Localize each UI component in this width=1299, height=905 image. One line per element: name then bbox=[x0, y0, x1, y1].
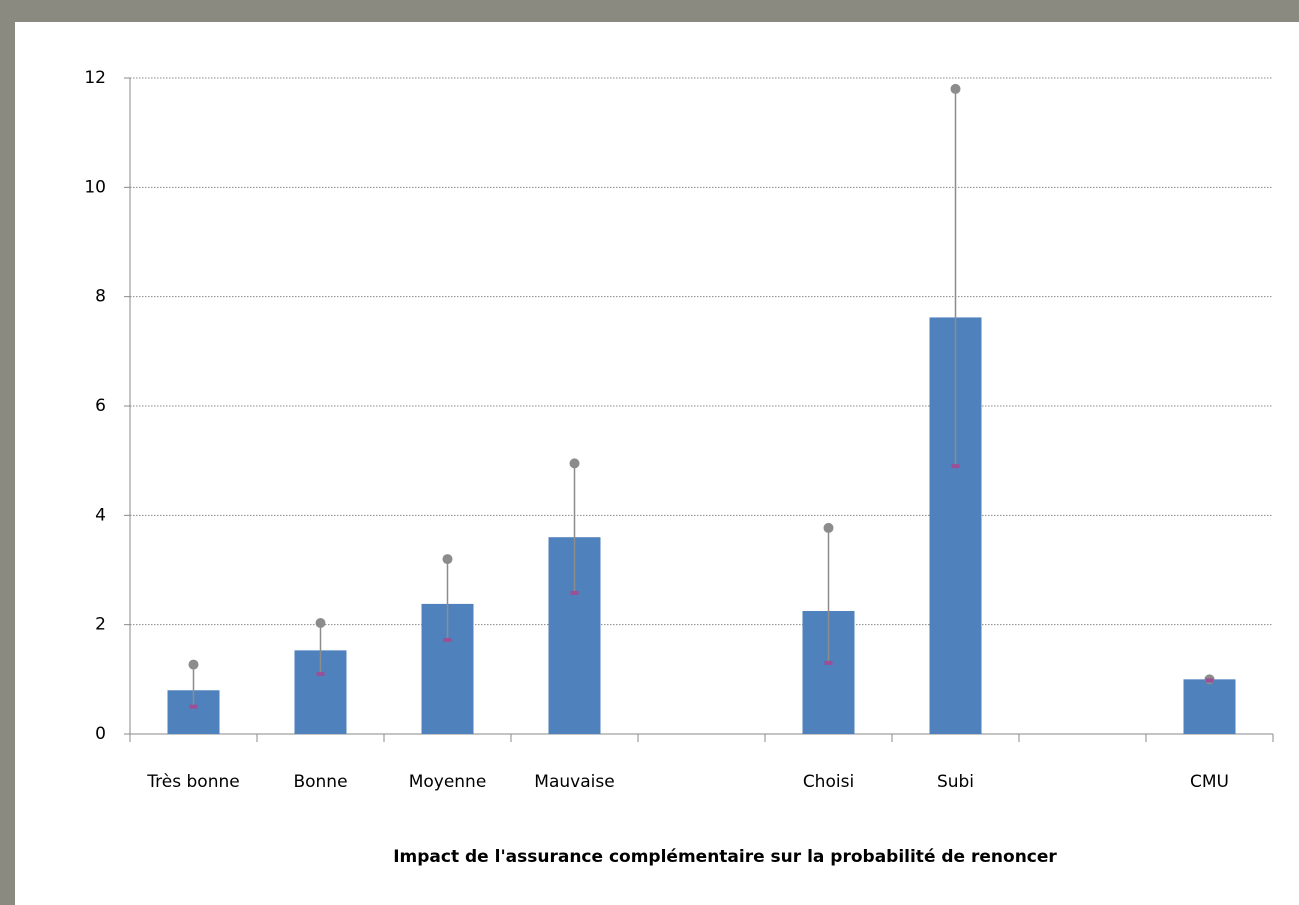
x-tick-label: Bonne bbox=[293, 772, 347, 792]
error-low bbox=[951, 464, 960, 469]
y-tick-label: 6 bbox=[95, 396, 106, 416]
error-high bbox=[569, 458, 580, 469]
error-low bbox=[1205, 678, 1214, 683]
x-tick-label: Choisi bbox=[803, 772, 854, 792]
error-high bbox=[315, 618, 326, 629]
error-low bbox=[189, 704, 198, 709]
error-high bbox=[188, 659, 199, 670]
error-low bbox=[443, 637, 452, 642]
x-tick-label: Très bonne bbox=[146, 772, 239, 792]
error-high bbox=[823, 522, 834, 533]
bar bbox=[1183, 679, 1236, 734]
x-tick-label: Subi bbox=[937, 772, 974, 792]
error-high bbox=[442, 554, 453, 565]
error-low bbox=[570, 590, 579, 595]
x-axis-label: Impact de l'assurance complémentaire sur… bbox=[393, 847, 1057, 867]
y-tick-label: 2 bbox=[95, 615, 106, 635]
error-high bbox=[950, 83, 961, 94]
plot-background bbox=[15, 22, 1299, 905]
y-tick-label: 12 bbox=[84, 68, 106, 88]
y-tick-label: 0 bbox=[95, 724, 106, 744]
error-low bbox=[316, 671, 325, 676]
y-tick-label: 4 bbox=[95, 505, 106, 525]
x-tick-label: Mauvaise bbox=[534, 772, 614, 792]
error-low bbox=[824, 660, 833, 665]
y-tick-label: 10 bbox=[84, 177, 106, 197]
x-tick-label: CMU bbox=[1190, 772, 1229, 792]
x-tick-label: Moyenne bbox=[409, 772, 487, 792]
y-tick-label: 8 bbox=[95, 287, 106, 307]
